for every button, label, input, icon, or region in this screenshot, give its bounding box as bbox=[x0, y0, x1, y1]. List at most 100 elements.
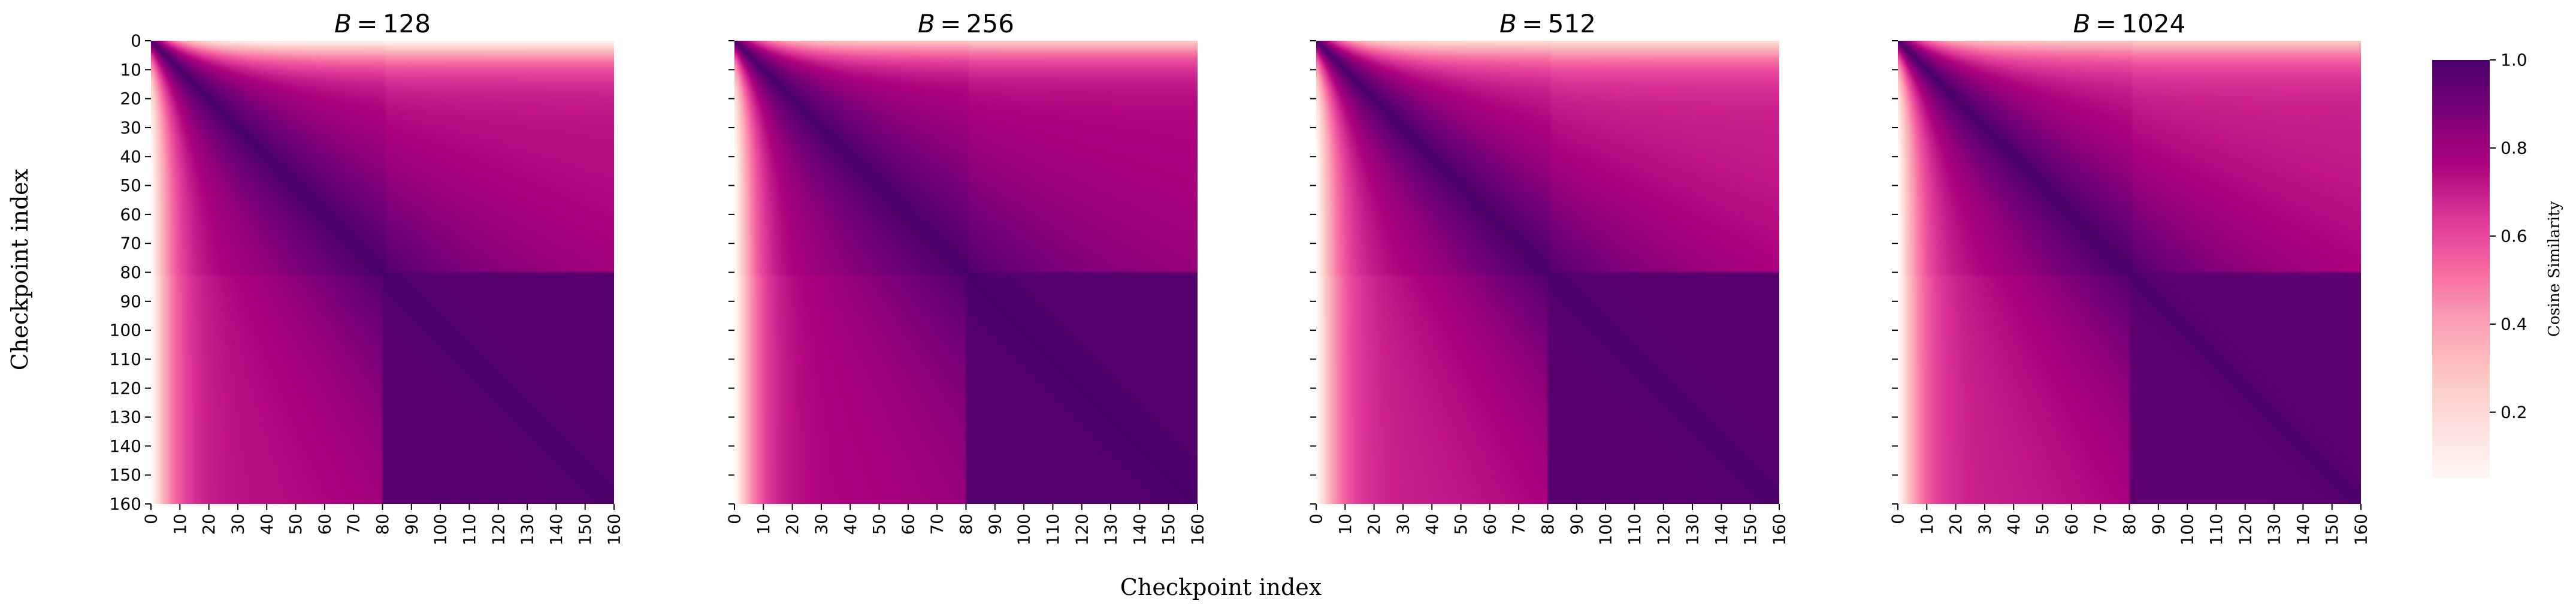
x-tick-label: 10 bbox=[1335, 514, 1355, 535]
y-tick-label: 130 bbox=[110, 407, 141, 427]
x-tick-label: 150 bbox=[575, 514, 595, 545]
panel-title: B = 1024 bbox=[2073, 9, 2186, 38]
y-tick-label: 70 bbox=[120, 234, 141, 253]
heatmap-panel: B = 512 0 10 20 30 40 50 60 70 80 90 100 110 120 130 14… bbox=[1307, 9, 1789, 545]
x-tick-label: 150 bbox=[2322, 514, 2342, 545]
colorbar-tick-label: 0.8 bbox=[2501, 138, 2527, 158]
x-tick-label: 30 bbox=[228, 514, 247, 535]
y-tick-label: 20 bbox=[120, 89, 141, 108]
x-tick-label: 20 bbox=[1364, 514, 1384, 535]
x-tick-label: 90 bbox=[401, 514, 421, 535]
colorbar-tick-label: 0.4 bbox=[2501, 314, 2527, 334]
x-tick-label: 0 bbox=[1307, 514, 1326, 524]
x-tick-label: 110 bbox=[1043, 514, 1063, 545]
title-variable: B bbox=[2073, 9, 2091, 38]
x-tick-label: 20 bbox=[1946, 514, 1966, 535]
x-tick-label: 120 bbox=[2235, 514, 2255, 545]
x-tick-label: 40 bbox=[257, 514, 277, 535]
x-tick-label: 70 bbox=[2091, 514, 2111, 535]
title-value: = 128 bbox=[352, 9, 431, 38]
heatmap-cells bbox=[1316, 41, 1779, 504]
x-tick-label: 100 bbox=[1014, 514, 1034, 545]
y-tick-label: 150 bbox=[110, 465, 141, 485]
x-tick-label: 50 bbox=[1451, 514, 1471, 535]
heatmap-cells bbox=[151, 41, 614, 504]
x-tick-label: 0 bbox=[725, 514, 745, 524]
x-tick-label: 140 bbox=[1712, 514, 1731, 545]
x-tick-label: 90 bbox=[2148, 514, 2168, 535]
x-tick-label: 40 bbox=[2004, 514, 2024, 535]
x-tick-label: 30 bbox=[1975, 514, 1994, 535]
y-tick-label: 160 bbox=[110, 494, 141, 514]
x-tick-label: 130 bbox=[1683, 514, 1703, 545]
x-tick-label: 140 bbox=[546, 514, 566, 545]
y-tick-label: 30 bbox=[120, 117, 141, 137]
x-tick-label: 70 bbox=[344, 514, 364, 535]
shared-ylabel: Checkpoint index bbox=[7, 169, 33, 370]
x-tick-label: 80 bbox=[956, 514, 976, 535]
y-tick-label: 50 bbox=[120, 176, 141, 195]
y-tick-label: 100 bbox=[110, 321, 141, 340]
x-tick-label: 120 bbox=[1072, 514, 1092, 545]
colorbar: 1.0 0.8 0.6 0.4 0.2 Cosine Similarity bbox=[2432, 50, 2563, 478]
x-tick-label: 160 bbox=[604, 514, 624, 545]
y-tick-label: 40 bbox=[120, 147, 141, 167]
heatmap-cells bbox=[734, 41, 1198, 504]
x-tick-label: 80 bbox=[1538, 514, 1558, 535]
x-tick-label: 120 bbox=[488, 514, 508, 545]
x-tick-label: 100 bbox=[1596, 514, 1616, 545]
panel-title: B = 256 bbox=[918, 9, 1014, 38]
x-tick-label: 100 bbox=[431, 514, 451, 545]
x-tick-label: 130 bbox=[2264, 514, 2284, 545]
x-tick-label: 150 bbox=[1159, 514, 1178, 545]
x-tick-label: 160 bbox=[2351, 514, 2371, 545]
x-tick-label: 110 bbox=[2206, 514, 2226, 545]
x-tick-label: 110 bbox=[1625, 514, 1644, 545]
title-variable: B bbox=[918, 9, 935, 38]
x-tick-label: 70 bbox=[1509, 514, 1529, 535]
x-tick-label: 50 bbox=[2033, 514, 2052, 535]
title-variable: B bbox=[1499, 9, 1517, 38]
x-tick-label: 10 bbox=[754, 514, 773, 535]
title-value: = 1024 bbox=[2090, 9, 2185, 38]
colorbar-tick-label: 0.2 bbox=[2501, 402, 2527, 422]
x-tick-label: 80 bbox=[2120, 514, 2139, 535]
x-tick-label: 60 bbox=[315, 514, 334, 535]
x-tick-label: 10 bbox=[1917, 514, 1937, 535]
x-tick-label: 130 bbox=[1101, 514, 1121, 545]
x-tick-label: 90 bbox=[1567, 514, 1586, 535]
x-tick-label: 0 bbox=[1888, 514, 1908, 524]
panel-title: B = 128 bbox=[334, 9, 431, 38]
x-tick-label: 0 bbox=[141, 514, 161, 524]
x-tick-label: 20 bbox=[199, 514, 219, 535]
x-tick-label: 100 bbox=[2178, 514, 2197, 545]
x-tick-label: 30 bbox=[811, 514, 831, 535]
x-tick-label: 60 bbox=[1480, 514, 1499, 535]
x-tick-label: 90 bbox=[985, 514, 1005, 535]
x-tick-label: 40 bbox=[840, 514, 860, 535]
y-tick-label: 0 bbox=[131, 31, 141, 51]
x-tick-label: 140 bbox=[1130, 514, 1150, 545]
heatmap-panel: B = 1024 0 10 20 30 40 50 60 70 80 90 100 110 120 130 1… bbox=[1888, 9, 2371, 545]
x-tick-label: 50 bbox=[286, 514, 306, 535]
x-tick-label: 60 bbox=[898, 514, 918, 535]
colorbar-tick-label: 1.0 bbox=[2501, 50, 2527, 70]
x-tick-label: 160 bbox=[1770, 514, 1789, 545]
title-value: = 512 bbox=[1517, 9, 1596, 38]
y-tick-label: 110 bbox=[110, 349, 141, 369]
colorbar-label: Cosine Similarity bbox=[2545, 201, 2563, 337]
x-tick-label: 160 bbox=[1188, 514, 1208, 545]
y-tick-label: 10 bbox=[120, 60, 141, 80]
shared-xlabel: Checkpoint index bbox=[1120, 574, 1322, 600]
x-tick-label: 150 bbox=[1740, 514, 1760, 545]
x-tick-label: 130 bbox=[518, 514, 537, 545]
y-tick-label: 120 bbox=[110, 378, 141, 398]
x-tick-label: 70 bbox=[927, 514, 947, 535]
panel-title: B = 512 bbox=[1499, 9, 1596, 38]
heatmap-cells bbox=[1898, 41, 2361, 504]
title-variable: B bbox=[334, 9, 352, 38]
x-tick-label: 40 bbox=[1422, 514, 1442, 535]
